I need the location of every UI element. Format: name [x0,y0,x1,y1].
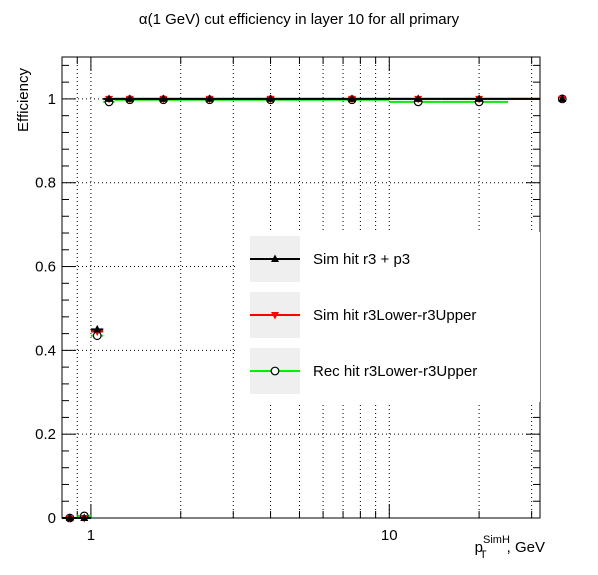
x-tick-label: 1 [87,527,95,544]
x-axis-label-unit: , GeV [507,539,545,556]
data-point [205,94,214,102]
legend-label: Sim hit r3Lower-r3Upper [313,307,476,324]
y-tick-label: 0 [48,510,56,527]
x-axis-label-main: p [475,539,483,556]
data-point [105,94,114,102]
legend: Sim hit r3 + p3 Sim hit r3Lower-r3Upper Re… [238,232,540,402]
data-point [159,94,168,102]
x-tick-label: 10 [381,527,398,544]
data-point [125,94,134,102]
tick-labels: 1 10 0 0.2 0.4 0.6 0.8 1 [35,91,397,544]
x-axis-label: pSimH T , GeV [475,534,545,561]
data-point [65,513,74,521]
series-0 [62,94,567,521]
legend-label: Rec hit r3Lower-r3Upper [313,363,477,380]
y-tick-label: 0.2 [35,426,56,443]
data-series [62,94,567,523]
y-tick-label: 0.6 [35,259,56,276]
data-point [475,94,484,102]
data-point [348,94,357,102]
data-point [80,513,89,521]
grid [61,57,540,518]
data-point [93,324,102,333]
y-tick-label: 0.4 [35,342,56,359]
data-point [558,94,567,102]
data-point [414,94,423,102]
y-tick-label: 1 [48,91,56,108]
x-axis-label-sub: T [480,549,487,561]
data-point [271,254,279,262]
data-point [271,312,279,320]
data-point [270,366,280,376]
legend-label: Sim hit r3 + p3 [313,251,410,268]
data-point [266,94,275,102]
chart-title: α(1 GeV) cut efficiency in layer 10 for … [139,11,460,28]
y-tick-label: 0.8 [35,175,56,192]
y-axis-label: Efficiency [15,68,32,132]
x-axis-label-sup: SimH [483,534,510,546]
